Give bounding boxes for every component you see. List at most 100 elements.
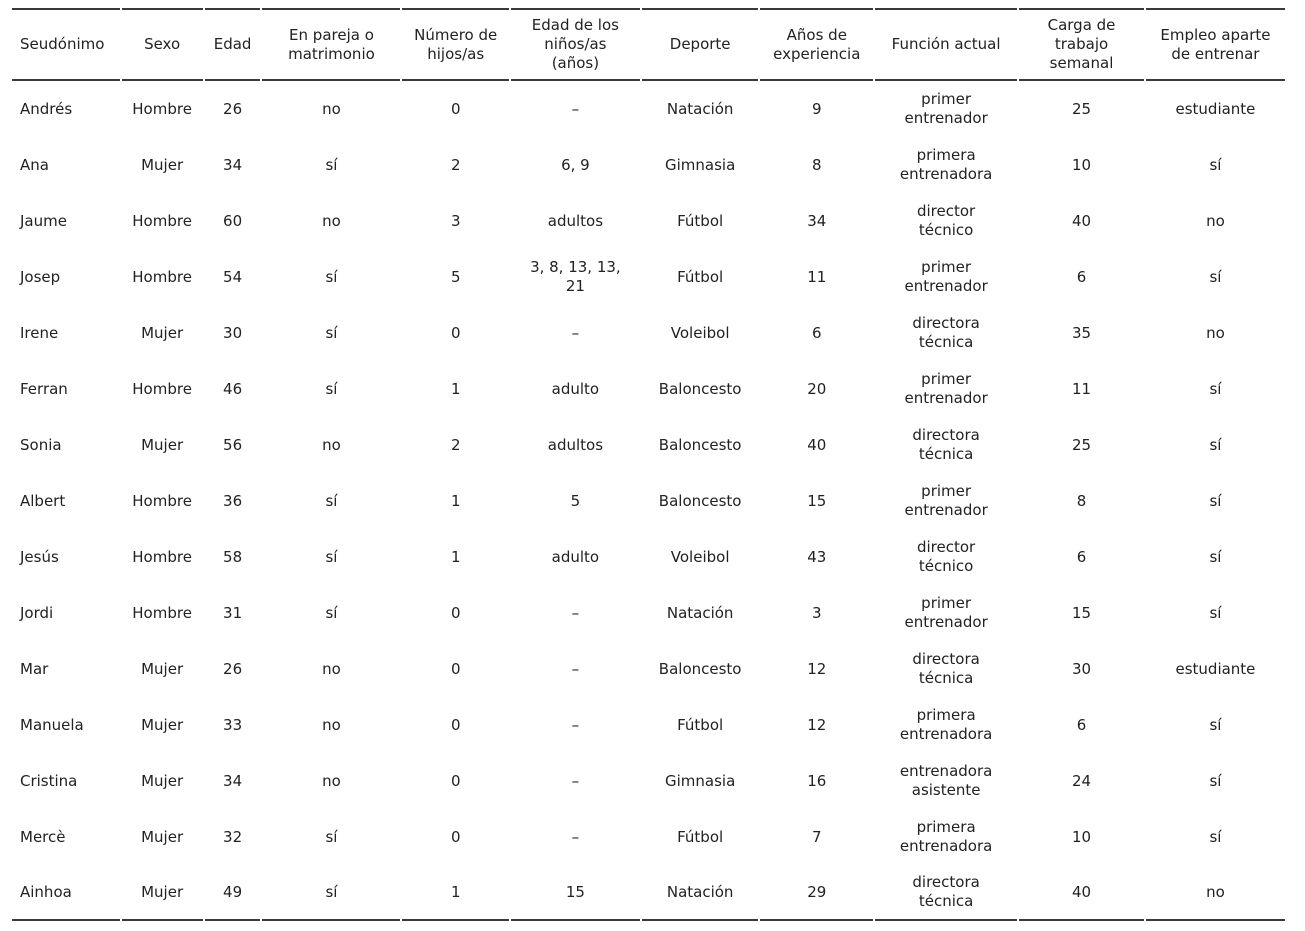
cell-carga: 10 (1071, 155, 1092, 174)
cell-pareja: no (322, 771, 341, 790)
cell-pareja: sí (325, 491, 338, 510)
cell-hijos: 5 (450, 267, 461, 286)
cell-edad: 36 (223, 491, 243, 510)
cell-funcion: primera entrenadora (899, 706, 993, 743)
table-header: Seudónimo Sexo Edad En pareja o matrimonio N… (12, 8, 1285, 81)
cell-experiencia: 15 (807, 491, 827, 510)
cell-seudonimo: Andrés (20, 99, 73, 118)
cell-empleo: no (1206, 211, 1225, 230)
table-row: Irene Mujer 30 sí 0 – Voleibol 6 directora técni… (12, 305, 1285, 361)
cell-edad-ninos: adultos (547, 211, 604, 230)
cell-edad-ninos: – (571, 715, 580, 734)
cell-deporte: Baloncesto (658, 491, 742, 510)
cell-sexo: Mujer (141, 827, 184, 846)
cell-empleo: sí (1209, 267, 1222, 286)
cell-hijos: 1 (450, 547, 461, 566)
cell-edad: 26 (223, 99, 243, 118)
cell-edad-ninos: – (571, 323, 580, 342)
table-row: Cristina Mujer 34 no 0 – Gimnasia 16 entrenadora… (12, 753, 1285, 809)
cell-empleo: estudiante (1175, 659, 1256, 678)
cell-seudonimo: Ana (20, 155, 49, 174)
column-header-deporte: Deporte (641, 8, 759, 81)
cell-edad: 34 (223, 771, 243, 790)
cell-edad-ninos: 5 (570, 491, 581, 510)
cell-experiencia: 11 (807, 267, 827, 286)
cell-sexo: Hombre (132, 99, 192, 118)
cell-edad: 31 (223, 603, 243, 622)
column-header-edad: Edad (204, 8, 261, 81)
cell-edad-ninos: – (571, 99, 580, 118)
column-header-experiencia: Años de experiencia (760, 8, 874, 81)
cell-hijos: 0 (450, 659, 461, 678)
cell-edad-ninos: 3, 8, 13, 13, 21 (530, 258, 621, 295)
cell-edad: 46 (223, 379, 243, 398)
cell-carga: 35 (1071, 323, 1092, 342)
cell-funcion: directora técnica (875, 865, 1018, 921)
cell-pareja: no (322, 99, 341, 118)
cell-empleo: sí (1209, 379, 1222, 398)
cell-hijos: 1 (402, 865, 509, 921)
cell-edad-ninos: – (571, 771, 580, 790)
cell-hijos: 0 (450, 603, 461, 622)
cell-experiencia: 9 (812, 99, 822, 118)
cell-seudonimo: Ferran (20, 379, 68, 398)
cell-carga: 30 (1071, 659, 1092, 678)
cell-edad: 49 (204, 865, 261, 921)
cell-edad: 60 (223, 211, 243, 230)
cell-empleo: sí (1209, 827, 1222, 846)
cell-seudonimo: Ainhoa (12, 865, 120, 921)
cell-edad-ninos: – (571, 827, 580, 846)
cell-carga: 8 (1076, 491, 1087, 510)
column-header-pareja: En pareja o matrimonio (262, 8, 401, 81)
table-row: Jordi Hombre 31 sí 0 – Natación 3 primer entrena… (12, 585, 1285, 641)
column-header-edad-ninos: Edad de los niños/as (años) (510, 8, 640, 81)
cell-sexo: Hombre (132, 603, 192, 622)
cell-seudonimo: Jordi (20, 603, 54, 622)
cell-empleo: sí (1209, 435, 1222, 454)
cell-empleo: no (1145, 865, 1285, 921)
cell-edad: 58 (223, 547, 243, 566)
cell-edad-ninos: adulto (551, 379, 600, 398)
cell-edad: 30 (223, 323, 243, 342)
cell-edad: 26 (223, 659, 243, 678)
cell-funcion: entrenadora asistente (899, 762, 993, 799)
cell-hijos: 1 (450, 491, 461, 510)
cell-hijos: 2 (450, 435, 461, 454)
cell-sexo: Mujer (141, 659, 184, 678)
cell-hijos: 0 (450, 715, 461, 734)
cell-edad: 54 (223, 267, 243, 286)
cell-deporte: Fútbol (677, 267, 724, 286)
cell-edad-ninos: – (571, 659, 580, 678)
cell-deporte: Natación (641, 865, 759, 921)
cell-pareja: sí (325, 379, 338, 398)
cell-experiencia: 12 (807, 715, 827, 734)
cell-experiencia: 29 (760, 865, 874, 921)
cell-carga: 6 (1076, 267, 1087, 286)
table-row: Andrés Hombre 26 no 0 – Natación 9 primer entren… (12, 81, 1285, 137)
cell-edad: 34 (223, 155, 243, 174)
table-row: Ana Mujer 34 sí 2 6, 9 Gimnasia 8 primera entren… (12, 137, 1285, 193)
cell-pareja: sí (325, 267, 338, 286)
cell-funcion: primer entrenador (904, 258, 988, 295)
cell-edad-ninos: adulto (551, 547, 600, 566)
cell-sexo: Mujer (141, 435, 184, 454)
cell-experiencia: 7 (812, 827, 822, 846)
cell-seudonimo: Mar (20, 659, 49, 678)
cell-seudonimo: Mercè (20, 827, 66, 846)
cell-carga: 15 (1071, 603, 1092, 622)
cell-pareja: sí (325, 323, 338, 342)
cell-seudonimo: Josep (20, 267, 61, 286)
cell-empleo: sí (1209, 715, 1222, 734)
cell-seudonimo: Albert (20, 491, 66, 510)
table-row: Manuela Mujer 33 no 0 – Fútbol 12 primera entren… (12, 697, 1285, 753)
cell-pareja: no (322, 715, 341, 734)
cell-experiencia: 16 (807, 771, 827, 790)
cell-edad-ninos: 15 (510, 865, 640, 921)
cell-carga: 25 (1071, 435, 1092, 454)
cell-deporte: Fútbol (677, 715, 724, 734)
cell-pareja: sí (325, 547, 338, 566)
cell-empleo: sí (1209, 155, 1222, 174)
cell-deporte: Baloncesto (658, 435, 742, 454)
cell-sexo: Hombre (132, 211, 192, 230)
cell-edad: 32 (223, 827, 243, 846)
